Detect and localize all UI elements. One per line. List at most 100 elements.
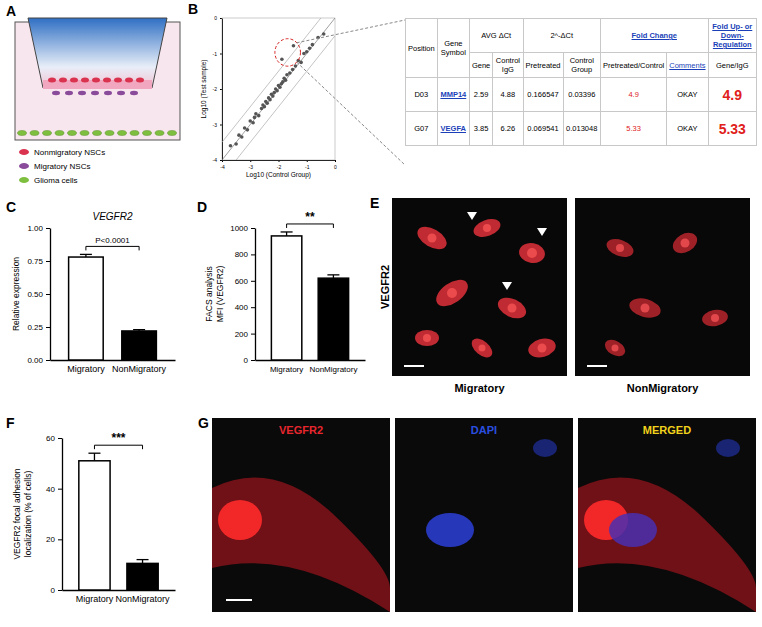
header-cell: Position [406,19,438,78]
plot-area [271,232,348,360]
annotation: *** [111,431,125,445]
tick-mark [58,489,62,490]
cell-nonmigratory [48,78,56,83]
tick: 800 [235,250,255,259]
tick-mark [58,539,62,540]
tick-mark [251,281,255,282]
tick-mark [307,160,308,162]
tick-mark [46,261,50,262]
axis-line [256,360,366,361]
legend-label: Migratory NSCs [34,162,90,171]
cell-nonmigratory [125,78,133,83]
cell-core [612,345,619,352]
data-cell: 5.33 [708,112,756,146]
data-cell: OKAY [667,112,708,146]
tick-label: 0 [244,356,249,365]
point [251,121,255,125]
cell-migratory [91,91,99,95]
cell-core [428,234,437,243]
error-cap [80,254,92,255]
error-bar [94,453,95,461]
significance-bracket [94,445,142,449]
tick-mark [251,254,255,255]
tick-label: 1.00 [27,224,43,233]
tick-mark [250,160,251,162]
point [305,50,309,54]
tick-mark [279,160,280,162]
category-label: Migratory [76,594,114,604]
point [291,68,295,72]
data-cell: 0.069541 [523,112,563,146]
tick-label: -4 [220,164,225,170]
cell [604,236,636,261]
header-cell: AVG ΔCt [469,19,523,53]
point [284,78,288,82]
scale-bar [404,365,424,367]
data-cell: D03 [406,78,438,112]
data-cell: 4.88 [493,78,523,112]
cell-core [447,288,457,298]
tick: -2 [213,86,222,92]
tick: 0 [214,15,222,21]
cell-core [423,334,431,342]
tick: 600 [235,277,255,286]
data-cell: 0.166547 [523,78,563,112]
cell-nonmigratory [136,78,144,83]
plot-area [222,18,335,160]
tick-mark [46,327,50,328]
microscopy-g: VEGFR2DAPIMERGED [212,418,756,612]
tick: 1.00 [27,224,50,233]
tick-mark [46,360,50,361]
cell [432,274,473,311]
tick-label: 800 [235,250,249,259]
image-panel [575,198,750,376]
header-cell: 2^-ΔCt [523,19,600,53]
point [292,44,296,48]
tick-mark [220,89,222,90]
axis: 0204060 [46,434,62,595]
tick: -3 [213,122,222,128]
axis: MigratoryNonMigratory [51,360,176,374]
cell-nonmigratory [103,78,111,83]
plot-frame [222,18,335,160]
cell-nonmigratory [59,78,67,83]
legend-swatch [19,177,29,183]
image-panel [578,418,756,612]
panel-label: B [188,1,198,17]
data-row: D03MMP142.594.880.1665470.033964.9OKAY4.… [406,78,757,112]
microscopy-e: MigratoryNonMigratoryVEGFR2 [379,198,750,394]
highlight-ellipse [275,39,301,66]
image-caption: DAPI [471,424,497,436]
zoom-line [297,62,405,165]
annotation: ** [305,210,315,224]
axis-line [50,229,51,361]
cell-glioma [80,131,89,136]
cell [468,335,495,361]
cell-core [711,314,719,322]
significance-bracket [287,224,334,228]
plot-area [69,254,157,360]
axis: MigratoryNonMigratory [256,360,366,374]
axis: -4-3-2-10 [213,15,223,163]
header-cell: Fold Change [600,19,708,53]
tick-mark [220,54,222,55]
category-label: NonMigratory [112,364,167,374]
cell-glioma [155,131,164,136]
data-cell: 2.59 [469,78,492,112]
cell-core [527,248,537,258]
y-axis-title: MFI (VEGFR2) [215,266,225,323]
bar-chart: 0.000.250.500.751.00MigratoryNonMigrator… [11,211,176,374]
cell-glioma [93,131,102,136]
image-caption: Migratory [454,382,505,394]
tick-label: -3 [249,164,254,170]
point [278,85,282,89]
tick-label: -1 [305,164,310,170]
panel-labels: ABCDEFG [6,1,379,431]
error-cap [133,329,145,330]
axis: 0.000.250.500.751.00 [27,224,50,365]
tick: 0.25 [27,323,50,332]
panel-label: F [6,415,15,431]
data-cell: MMP14 [437,78,469,112]
cell [415,330,439,346]
plot-area [79,453,158,590]
